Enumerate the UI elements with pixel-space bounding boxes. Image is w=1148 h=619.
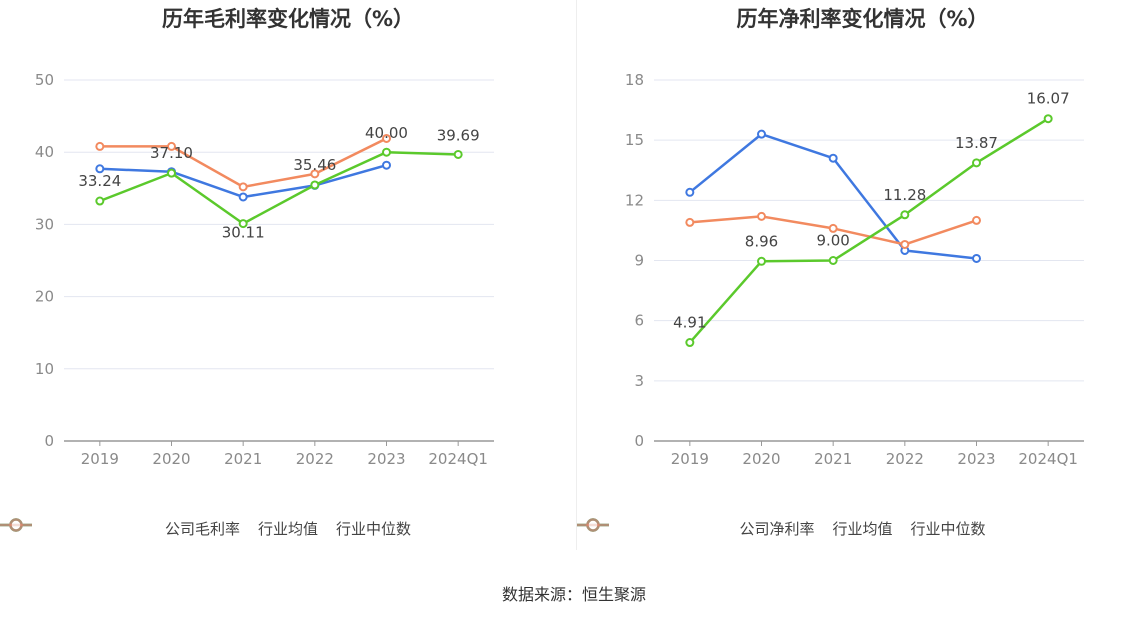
legend-label: 公司毛利率 [164,520,240,538]
y-tick-label: 15 [625,131,644,149]
data-label: 37.10 [150,144,193,162]
y-tick-label: 12 [625,191,644,209]
legend-marker-icon [577,518,609,532]
data-point [757,256,766,266]
data-point [900,210,910,220]
data-point [310,180,320,190]
legend-label: 行业中位数 [910,520,986,538]
data-point [238,219,248,229]
legend-dot [586,518,600,532]
data-point [685,338,695,348]
y-tick-label: 50 [35,71,54,89]
data-point [167,141,176,151]
data-label: 33.24 [78,172,121,190]
x-tick-label: 2023 [367,450,405,468]
y-tick-label: 6 [634,312,644,330]
series-line [99,137,388,189]
legend-item[interactable]: 行业中位数 [0,518,412,539]
legend-label: 行业均值 [832,520,893,538]
data-label: 30.11 [222,224,265,242]
y-tick-label: 9 [634,252,644,270]
y-tick-label: 0 [44,432,54,450]
y-tick-label: 3 [634,372,644,390]
x-tick-label: 2024Q1 [428,450,488,468]
data-label: 9.00 [816,232,849,250]
x-tick-label: 2020 [742,450,780,468]
x-tick-label: 2019 [671,450,709,468]
y-tick-label: 20 [35,288,54,306]
data-point [757,129,766,139]
legend-label: 公司净利率 [739,520,815,538]
data-point [972,158,981,168]
data-point [453,149,463,159]
x-tick-label: 2021 [814,450,852,468]
x-tick-label: 2022 [886,450,924,468]
data-point [1043,114,1053,124]
data-point [685,217,695,227]
data-label: 35.46 [293,156,336,174]
x-tick-label: 2022 [296,450,334,468]
legend-item[interactable]: 行业均值 [0,518,318,539]
legend-item[interactable]: 行业中位数 [577,518,986,539]
chart-plot: 0 3 6 9 12 15 18 2019 2020 2021 2022 2023 2024Q1 4.91… [625,71,1084,468]
data-point [900,239,910,249]
legend-item[interactable]: 行业均值 [577,518,893,539]
panel-divider [576,0,577,550]
data-point [382,147,391,157]
legend-label: 行业均值 [257,520,318,538]
data-point [238,192,248,202]
data-point [685,187,695,197]
series-line [99,163,387,199]
data-point [972,253,981,263]
data-point [757,211,766,221]
data-label: 13.87 [955,134,998,152]
x-tick-label: 2024Q1 [1018,450,1078,468]
legend-item[interactable]: 公司净利率 [577,518,815,539]
net-margin-chart: 历年净利率变化情况（%） 0 3 6 9 12 15 18 2019 2020 2021 2022 2… [577,0,1148,560]
chart-legend: 公司毛利率 行业均值 行业中位数 [0,518,576,539]
data-point [95,196,105,206]
series-line [688,117,1049,344]
y-tick-label: 40 [35,143,54,161]
data-point [828,223,838,233]
data-point [382,133,391,143]
chart-title: 历年净利率变化情况（%） [736,7,989,31]
y-tick-label: 18 [625,71,644,89]
data-label: 11.28 [883,186,926,204]
data-point [238,182,248,192]
source-note: 数据来源：恒生聚源 [501,585,646,604]
data-label: 16.07 [1027,90,1070,108]
y-tick-label: 10 [35,360,54,378]
data-point [95,141,105,151]
data-point [828,153,838,163]
data-label: 4.91 [673,314,706,332]
data-point [310,169,320,179]
data-point [95,164,105,174]
data-label: 39.69 [437,126,480,144]
gross-margin-chart: 历年毛利率变化情况（%） 0 10 20 30 40 50 2019 2020 2021 2022… [0,0,576,560]
y-tick-label: 30 [35,215,54,233]
x-tick-label: 2020 [152,450,190,468]
data-label: 8.96 [745,232,778,250]
legend-marker-icon [0,518,32,532]
y-tick-label: 0 [634,432,644,450]
x-tick-label: 2021 [224,450,262,468]
x-tick-label: 2023 [957,450,995,468]
legend-item[interactable]: 公司毛利率 [0,518,240,539]
legend-label: 行业中位数 [336,520,412,538]
series-line [99,150,459,225]
x-tick-label: 2019 [81,450,119,468]
chart-plot: 0 10 20 30 40 50 2019 2020 2021 2022 2023 2024Q1 33.… [35,71,494,468]
data-label: 40.00 [365,124,408,142]
data-point [167,168,176,178]
legend-dot [9,518,23,532]
data-point [382,160,391,170]
data-point [972,215,981,225]
chart-legend: 公司净利率 行业均值 行业中位数 [577,518,1148,539]
chart-title: 历年毛利率变化情况（%） [161,7,415,31]
data-point [828,256,838,265]
